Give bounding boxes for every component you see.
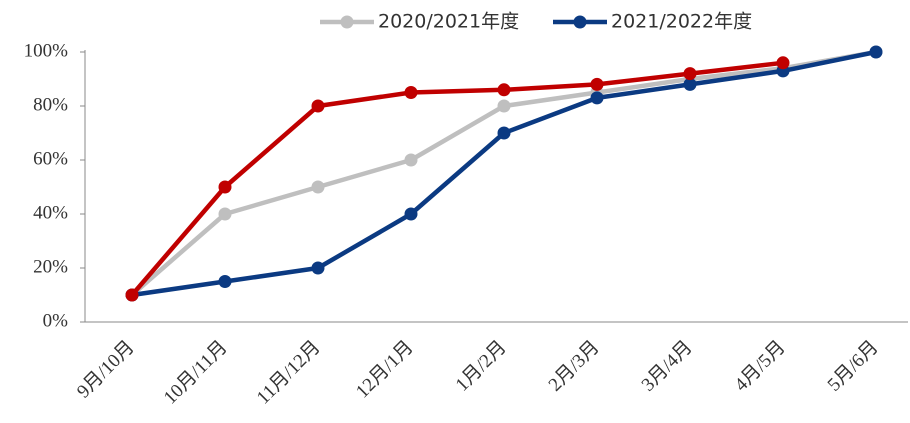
x-tick-label: 4月/5月 <box>731 337 790 396</box>
point <box>683 77 697 91</box>
point <box>683 67 697 81</box>
x-tick-label: 11月/12月 <box>253 337 325 409</box>
point <box>125 288 139 302</box>
x-tick-label: 12月/1月 <box>352 337 418 403</box>
legend-label: 2020/2021年度 <box>378 11 519 33</box>
x-tick-label: 5月/6月 <box>824 337 883 396</box>
point <box>218 180 232 194</box>
point <box>218 275 232 288</box>
y-tick-label: 20% <box>33 256 68 277</box>
legend-marker <box>573 15 587 29</box>
x-tick-label: 2月/3月 <box>545 337 604 396</box>
point <box>404 207 418 221</box>
point <box>404 86 418 99</box>
point <box>869 45 883 59</box>
point <box>218 207 232 221</box>
point <box>497 126 511 140</box>
y-tick-label: 40% <box>33 202 68 223</box>
legend-label: 2021/2022年度 <box>611 11 752 33</box>
series-line <box>130 60 784 297</box>
y-tick-label: 60% <box>33 148 68 169</box>
point <box>590 77 604 91</box>
point <box>404 153 418 167</box>
x-tick-label: 1月/2月 <box>452 337 511 396</box>
y-tick-label: 80% <box>33 94 68 115</box>
x-tick-label: 9月/10月 <box>73 337 139 403</box>
point <box>590 91 604 105</box>
point <box>311 99 325 113</box>
y-tick-label: 0% <box>43 310 69 331</box>
x-tick-label: 10月/11月 <box>160 337 232 409</box>
point <box>497 83 511 97</box>
y-tick-label: 100% <box>24 40 69 61</box>
x-tick-label: 3月/4月 <box>638 337 697 396</box>
point <box>497 99 511 113</box>
point <box>776 56 790 70</box>
point <box>311 261 325 275</box>
point <box>311 180 325 194</box>
legend-marker <box>340 15 354 29</box>
